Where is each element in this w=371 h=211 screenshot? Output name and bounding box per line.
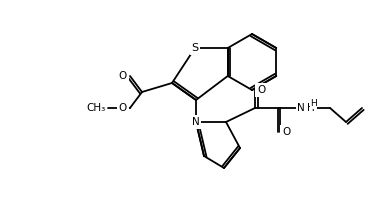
Text: H: H — [310, 100, 317, 108]
Text: O: O — [282, 127, 290, 137]
Text: O: O — [119, 71, 127, 81]
Text: CH₃: CH₃ — [87, 103, 106, 113]
Text: N: N — [192, 117, 200, 127]
Text: H: H — [307, 103, 315, 113]
Text: O: O — [119, 103, 127, 113]
Text: N: N — [297, 103, 305, 113]
Text: S: S — [191, 43, 198, 53]
Text: O: O — [257, 85, 265, 95]
